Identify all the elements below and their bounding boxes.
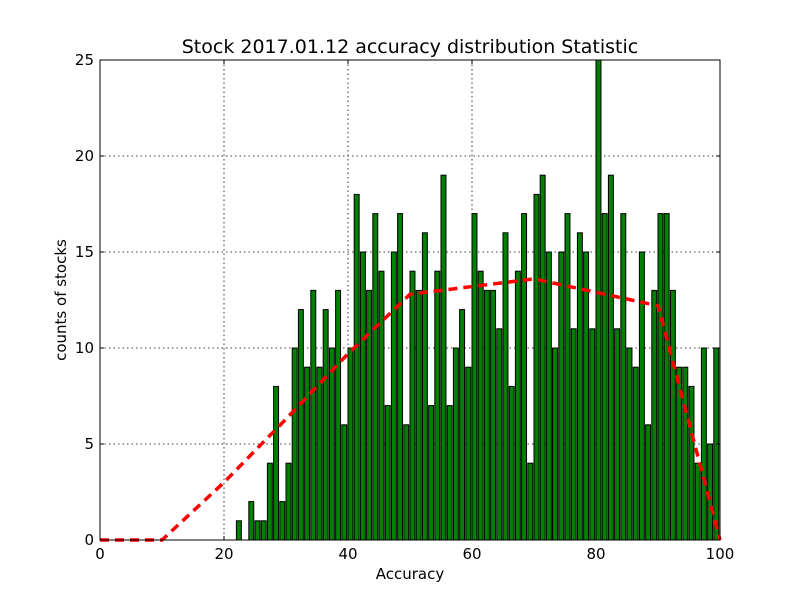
y-axis-label: counts of stocks bbox=[52, 239, 70, 361]
bar bbox=[266, 462, 273, 541]
bar bbox=[645, 424, 652, 541]
bar bbox=[521, 213, 528, 541]
bar bbox=[409, 270, 416, 541]
bar bbox=[421, 232, 428, 541]
bar bbox=[403, 424, 410, 541]
bar bbox=[446, 405, 453, 541]
bar bbox=[279, 501, 286, 541]
bar bbox=[614, 328, 621, 541]
bar bbox=[304, 366, 311, 541]
bar bbox=[632, 366, 639, 541]
bar bbox=[564, 213, 571, 541]
bar bbox=[415, 289, 422, 541]
fit-curve-line bbox=[100, 277, 722, 542]
x-tick-label: 100 bbox=[706, 545, 735, 563]
y-tick-label: 25 bbox=[75, 51, 94, 69]
bar bbox=[341, 424, 348, 541]
bar bbox=[583, 251, 590, 541]
bar bbox=[471, 213, 478, 541]
bar bbox=[316, 366, 323, 541]
bar bbox=[248, 501, 255, 541]
bar bbox=[694, 462, 701, 541]
bar bbox=[459, 309, 466, 541]
bar bbox=[297, 309, 304, 541]
bar bbox=[620, 213, 627, 541]
bar bbox=[335, 289, 342, 541]
x-tick-label: 40 bbox=[338, 545, 357, 563]
bar bbox=[601, 213, 608, 541]
bar bbox=[390, 251, 397, 541]
bar bbox=[527, 462, 534, 541]
bar bbox=[260, 520, 267, 541]
bar bbox=[700, 347, 707, 541]
x-tick-label: 80 bbox=[586, 545, 605, 563]
y-tick-label: 5 bbox=[84, 435, 94, 453]
y-tick-label: 20 bbox=[75, 147, 94, 165]
bar bbox=[533, 193, 540, 541]
x-tick-label: 20 bbox=[214, 545, 233, 563]
bar bbox=[576, 232, 583, 541]
y-tick-labels: 0 5 10 15 20 25 bbox=[75, 51, 94, 549]
bar bbox=[589, 328, 596, 541]
bar bbox=[496, 328, 503, 541]
fit-curve-layer bbox=[100, 277, 722, 542]
bar bbox=[285, 462, 292, 541]
bar bbox=[688, 385, 695, 541]
bar bbox=[595, 59, 602, 541]
y-tick-label: 15 bbox=[75, 243, 94, 261]
bar bbox=[353, 193, 360, 541]
bar bbox=[273, 385, 280, 541]
x-tick-labels: 0 20 40 60 80 100 bbox=[95, 545, 734, 563]
bar bbox=[638, 251, 645, 541]
x-tick-label: 0 bbox=[95, 545, 105, 563]
bar bbox=[558, 251, 565, 541]
bar bbox=[607, 174, 614, 541]
bar bbox=[254, 520, 261, 541]
bar bbox=[669, 289, 676, 541]
bar bbox=[514, 270, 521, 541]
bar bbox=[384, 405, 391, 541]
bar bbox=[508, 385, 515, 541]
bar bbox=[570, 328, 577, 541]
bar bbox=[657, 213, 664, 541]
y-tick-label: 0 bbox=[84, 531, 94, 549]
bar bbox=[372, 213, 379, 541]
bar bbox=[359, 251, 366, 541]
bar bbox=[552, 347, 559, 541]
bar bbox=[310, 289, 317, 541]
x-axis-label: Accuracy bbox=[376, 565, 445, 583]
bar bbox=[347, 347, 354, 541]
bar bbox=[626, 347, 633, 541]
bar bbox=[397, 213, 404, 541]
x-tick-label: 60 bbox=[462, 545, 481, 563]
bar bbox=[434, 270, 441, 541]
bar bbox=[663, 213, 670, 541]
bar bbox=[291, 347, 298, 541]
bar bbox=[440, 174, 447, 541]
bar bbox=[490, 289, 497, 541]
bar bbox=[465, 366, 472, 541]
bar bbox=[545, 251, 552, 541]
bar bbox=[235, 520, 242, 541]
bar bbox=[322, 309, 329, 541]
plot-frame bbox=[99, 59, 721, 541]
bar bbox=[483, 289, 490, 541]
bar bbox=[328, 347, 335, 541]
y-tick-label: 10 bbox=[75, 339, 94, 357]
bar bbox=[651, 289, 658, 541]
bar bbox=[428, 405, 435, 541]
bar bbox=[366, 289, 373, 541]
tick-marks bbox=[99, 59, 721, 541]
bar bbox=[539, 174, 546, 541]
bar bbox=[378, 270, 385, 541]
bar bbox=[502, 232, 509, 541]
bar bbox=[682, 366, 689, 541]
bar bbox=[452, 347, 459, 541]
chart-title: Stock 2017.01.12 accuracy distribution S… bbox=[182, 36, 638, 58]
bar bbox=[477, 270, 484, 541]
